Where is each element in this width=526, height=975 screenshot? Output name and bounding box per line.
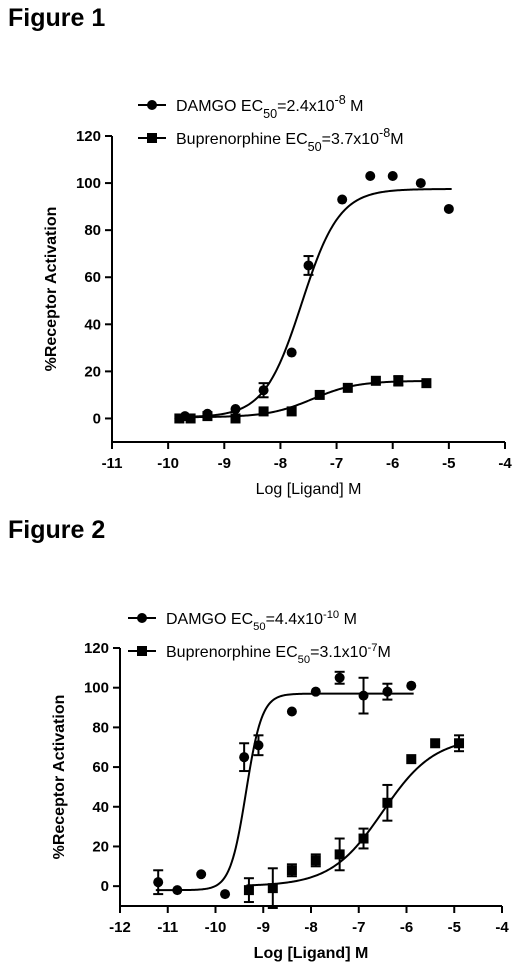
damgo-point xyxy=(230,404,241,415)
damgo-point xyxy=(253,740,264,751)
x-tick-label: -5 xyxy=(442,455,455,472)
buprenorphine-point xyxy=(406,754,417,765)
x-tick-label: -11 xyxy=(102,455,123,472)
x-axis-label: Log [Ligand] M xyxy=(256,481,362,498)
buprenorphine-point xyxy=(314,389,325,400)
y-tick-label: 20 xyxy=(92,838,109,855)
y-tick-label: 120 xyxy=(84,640,109,657)
x-tick-label: -11 xyxy=(157,919,178,936)
x-tick-label: -8 xyxy=(304,919,317,936)
buprenorphine-fit-curve xyxy=(176,379,430,419)
y-tick-label: 120 xyxy=(76,128,101,145)
buprenorphine-point xyxy=(421,378,432,389)
x-tick-label: -4 xyxy=(498,455,512,472)
y-tick-label: 80 xyxy=(84,222,101,239)
damgo-point xyxy=(406,680,417,691)
legend-label: DAMGO EC50=2.4x10-8 M xyxy=(176,93,364,121)
y-tick-label: 80 xyxy=(92,719,109,736)
buprenorphine-point xyxy=(185,413,196,424)
y-tick-label: 40 xyxy=(84,316,101,333)
buprenorphine-point xyxy=(286,865,297,876)
damgo-point xyxy=(220,889,231,900)
damgo-point xyxy=(382,686,393,697)
y-tick-label: 0 xyxy=(93,410,101,427)
legend-entry-damgo: DAMGO EC50=2.4x10-8 M xyxy=(138,93,364,121)
buprenorphine-point xyxy=(334,849,345,860)
x-tick-label: -9 xyxy=(218,455,231,472)
y-tick-label: 20 xyxy=(84,363,101,380)
damgo-point xyxy=(258,385,269,396)
x-tick-label: -4 xyxy=(495,919,509,936)
legend-circle-marker xyxy=(137,613,147,623)
x-tick-label: -5 xyxy=(448,919,461,936)
y-axis-label: %Receptor Activation xyxy=(51,695,68,860)
x-tick-label: -7 xyxy=(352,919,365,936)
damgo-point xyxy=(172,885,183,896)
damgo-point xyxy=(196,869,207,880)
buprenorphine-point xyxy=(267,883,278,894)
y-tick-label: 100 xyxy=(84,680,109,697)
damgo-fit-curve xyxy=(176,188,452,418)
x-tick-label: -9 xyxy=(257,919,270,936)
buprenorphine-point xyxy=(230,413,241,424)
damgo-point xyxy=(310,686,321,697)
x-tick-label: -8 xyxy=(274,455,287,472)
buprenorphine-point xyxy=(174,413,185,424)
figure-1-title: Figure 1 xyxy=(8,4,106,32)
x-tick-label: -6 xyxy=(386,455,399,472)
legend-entry-damgo: DAMGO EC50=4.4x10-10 M xyxy=(128,609,357,633)
damgo-point xyxy=(415,178,426,189)
figure-1-chart: 0 20 40 60 80 100 120 -11 -10 -9 -8 -7 -6 -5 -4 Log [Li… xyxy=(43,93,512,498)
damgo-point xyxy=(337,194,348,205)
damgo-point xyxy=(286,706,297,717)
y-tick-label: 100 xyxy=(76,175,101,192)
buprenorphine-point xyxy=(382,797,393,808)
buprenorphine-point xyxy=(202,411,213,422)
damgo-point xyxy=(239,752,250,763)
buprenorphine-fit-curve xyxy=(246,743,462,887)
x-tick-label: -10 xyxy=(205,919,227,936)
x-tick-label: -6 xyxy=(400,919,413,936)
damgo-point xyxy=(303,260,314,271)
x-tick-label: -12 xyxy=(109,919,131,936)
figure-2-chart: 0 20 40 60 80 100 120 -12 -11 -10 -9 -8 -7 -6 -5 -4 Log … xyxy=(51,609,509,962)
buprenorphine-point xyxy=(310,855,321,866)
legend-square-marker xyxy=(137,646,147,656)
damgo-point xyxy=(334,672,345,683)
x-axis-label: Log [Ligand] M xyxy=(254,945,369,962)
buprenorphine-point xyxy=(243,885,254,896)
y-tick-label: 0 xyxy=(101,878,109,895)
buprenorphine-point xyxy=(430,738,441,749)
legend-label: Buprenorphine EC50=3.1x10-7M xyxy=(166,642,391,666)
x-tick-label: -10 xyxy=(157,455,179,472)
legend-entry-buprenorphine: Buprenorphine EC50=3.1x10-7M xyxy=(128,642,391,666)
legend-square-marker xyxy=(147,133,157,143)
buprenorphine-point xyxy=(370,375,381,386)
damgo-point xyxy=(365,171,376,182)
legend-label: Buprenorphine EC50=3.7x10-8M xyxy=(176,126,404,154)
damgo-point xyxy=(153,877,164,888)
buprenorphine-point xyxy=(258,406,269,417)
buprenorphine-point xyxy=(393,375,404,386)
y-tick-label: 60 xyxy=(92,759,109,776)
damgo-point xyxy=(358,690,369,701)
y-tick-label: 40 xyxy=(92,799,109,816)
buprenorphine-point xyxy=(286,406,297,417)
x-tick-label: -7 xyxy=(330,455,343,472)
damgo-fit-curve xyxy=(155,692,414,892)
damgo-point xyxy=(443,203,454,214)
y-axis-label: %Receptor Activation xyxy=(43,207,60,372)
legend-circle-marker xyxy=(147,100,157,110)
legend-label: DAMGO EC50=4.4x10-10 M xyxy=(166,609,357,633)
legend-entry-buprenorphine: Buprenorphine EC50=3.7x10-8M xyxy=(138,126,404,154)
damgo-point xyxy=(286,347,297,358)
buprenorphine-point xyxy=(358,833,369,844)
buprenorphine-point xyxy=(454,738,465,749)
y-tick-label: 60 xyxy=(84,269,101,286)
damgo-point xyxy=(387,171,398,182)
figure-2-title: Figure 2 xyxy=(8,516,106,544)
buprenorphine-point xyxy=(342,382,353,393)
